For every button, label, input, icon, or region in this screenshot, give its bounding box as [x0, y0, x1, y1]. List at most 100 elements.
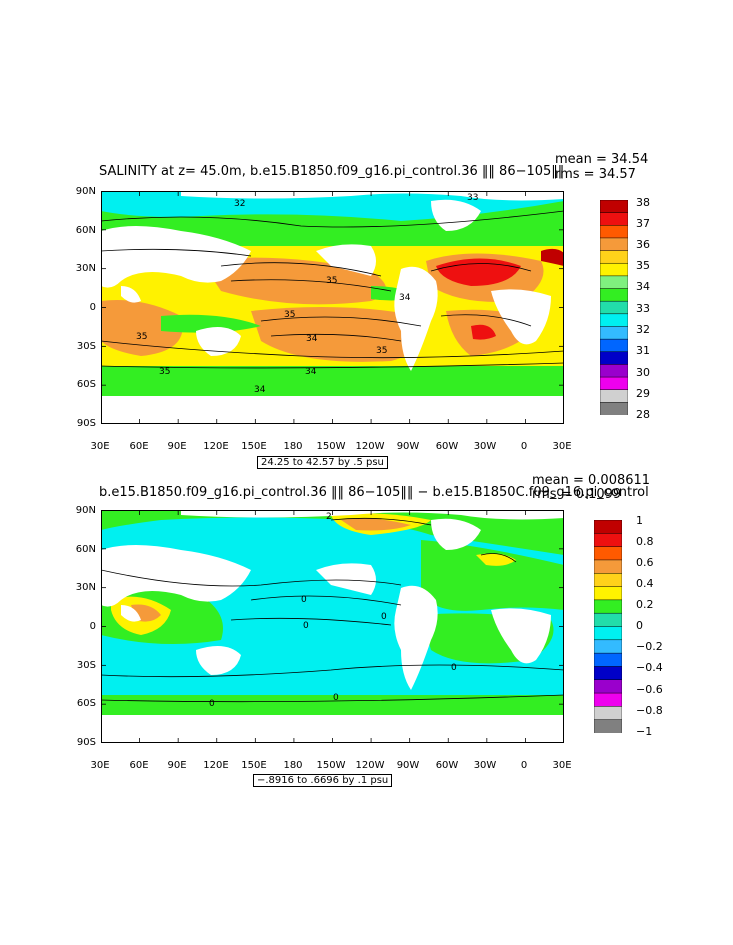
contour-label: 32 [234, 199, 245, 209]
contour-label: 35 [326, 276, 337, 286]
contour-label: 0 [451, 663, 457, 673]
colorbar-swatch [600, 376, 628, 391]
contour-label: 2 [326, 512, 332, 522]
contour-info-box: 24.25 to 42.57 by .5 psu [257, 456, 388, 469]
lon-label: 60E [129, 760, 149, 771]
contour-info-box: −.8916 to .6696 by .1 psu [253, 774, 393, 787]
colorbar-label: 0.4 [636, 577, 654, 590]
lon-label: 30E [552, 760, 572, 771]
colorbar-label: 37 [636, 217, 650, 230]
lat-label: 60N [75, 544, 96, 555]
contour-label: 34 [306, 334, 318, 344]
lon-label: 30E [90, 760, 110, 771]
colorbar-swatch [600, 225, 628, 239]
lon-label: 60W [435, 441, 459, 452]
difference-map: 2 0 0 0 0 0 0 [101, 510, 564, 743]
colorbar-swatch [600, 200, 628, 214]
colorbar-label: 28 [636, 408, 650, 421]
contour-label: 33 [467, 193, 478, 203]
colorbar-swatch [594, 706, 622, 721]
colorbar-label: 33 [636, 302, 650, 315]
colorbar-swatch [600, 389, 628, 404]
colorbar-label: −0.8 [636, 704, 663, 717]
colorbar-label: −0.2 [636, 640, 663, 653]
panel-title: b.e15.B1850.f09_g16.pi_control.36 ‖‖ 86−… [99, 485, 649, 500]
lon-label: 150E [241, 760, 267, 771]
lon-label: 180 [283, 760, 303, 771]
colorbar [600, 200, 628, 415]
lat-label: 90S [76, 737, 96, 748]
lon-label: 30W [473, 441, 497, 452]
colorbar-label: 35 [636, 259, 650, 272]
colorbar-label: 36 [636, 238, 650, 251]
lon-label: 90W [396, 760, 420, 771]
salinity-map: 32 33 35 34 35 35 35 35 34 34 34 [101, 191, 564, 424]
colorbar-swatch [600, 338, 628, 353]
lon-label: 60W [435, 760, 459, 771]
colorbar-label: 34 [636, 280, 650, 293]
contour-label: 0 [333, 693, 339, 703]
lon-label: 120W [355, 441, 385, 452]
contour-label: 34 [254, 385, 266, 395]
colorbar-label: −1 [636, 725, 653, 738]
lon-label: 90E [167, 760, 187, 771]
rms-stat: rms = 0.1099 [532, 487, 622, 502]
lat-label: 60S [76, 698, 96, 709]
colorbar-swatch [594, 533, 622, 548]
colorbar-swatch [594, 679, 622, 694]
colorbar-swatch [594, 559, 622, 574]
contour-label: 35 [136, 332, 147, 342]
colorbar-swatch [594, 652, 622, 668]
contour-label: 35 [376, 346, 387, 356]
lon-label: 150W [316, 760, 346, 771]
lat-label: 90S [76, 418, 96, 429]
lon-label: 90W [396, 441, 420, 452]
colorbar-swatch [594, 586, 622, 601]
lat-label: 30S [76, 341, 96, 352]
colorbar-label: 29 [636, 387, 650, 400]
colorbar-swatch [594, 612, 622, 628]
lat-label: 60S [76, 379, 96, 390]
lat-label: 90N [75, 186, 96, 197]
colorbar-swatch [600, 262, 628, 277]
colorbar-swatch [594, 719, 622, 733]
colorbar-label: 0 [636, 619, 643, 632]
contour-label: 0 [209, 699, 215, 709]
contour-label: 35 [159, 367, 170, 377]
contour-label: 0 [301, 595, 307, 605]
mean-stat: mean = 0.008611 [532, 473, 651, 488]
lon-label: 30E [90, 441, 110, 452]
lon-label: 150E [241, 441, 267, 452]
lon-label: 60E [129, 441, 149, 452]
colorbar-swatch [600, 237, 628, 252]
lon-label: 30W [473, 760, 497, 771]
colorbar-label: 32 [636, 323, 650, 336]
contour-label: 0 [381, 612, 387, 622]
colorbar-swatch [594, 546, 622, 561]
mean-stat: mean = 34.54 [555, 152, 649, 167]
lon-label: 120E [203, 441, 229, 452]
colorbar-swatch [600, 288, 628, 302]
colorbar-label: 0.6 [636, 556, 654, 569]
colorbar-label: −0.6 [636, 683, 663, 696]
colorbar-swatch [600, 402, 628, 415]
colorbar [594, 520, 622, 733]
colorbar-label: 1 [636, 514, 643, 527]
colorbar-swatch [600, 300, 628, 315]
lon-label: 150W [316, 441, 346, 452]
rms-stat: rms = 34.57 [555, 167, 636, 182]
colorbar-swatch [600, 326, 628, 340]
colorbar-swatch [594, 626, 622, 641]
lat-label: 30N [75, 582, 96, 593]
colorbar-swatch [600, 351, 628, 366]
lat-label: 0 [89, 621, 96, 632]
colorbar-swatch [594, 573, 622, 588]
colorbar-label: −0.4 [636, 661, 663, 674]
contour-label: 34 [399, 293, 411, 303]
colorbar-swatch [600, 275, 628, 290]
lat-label: 60N [75, 225, 96, 236]
colorbar-label: 30 [636, 366, 650, 379]
colorbar-swatch [594, 666, 622, 681]
lon-label: 90E [167, 441, 187, 452]
lon-label: 180 [283, 441, 303, 452]
